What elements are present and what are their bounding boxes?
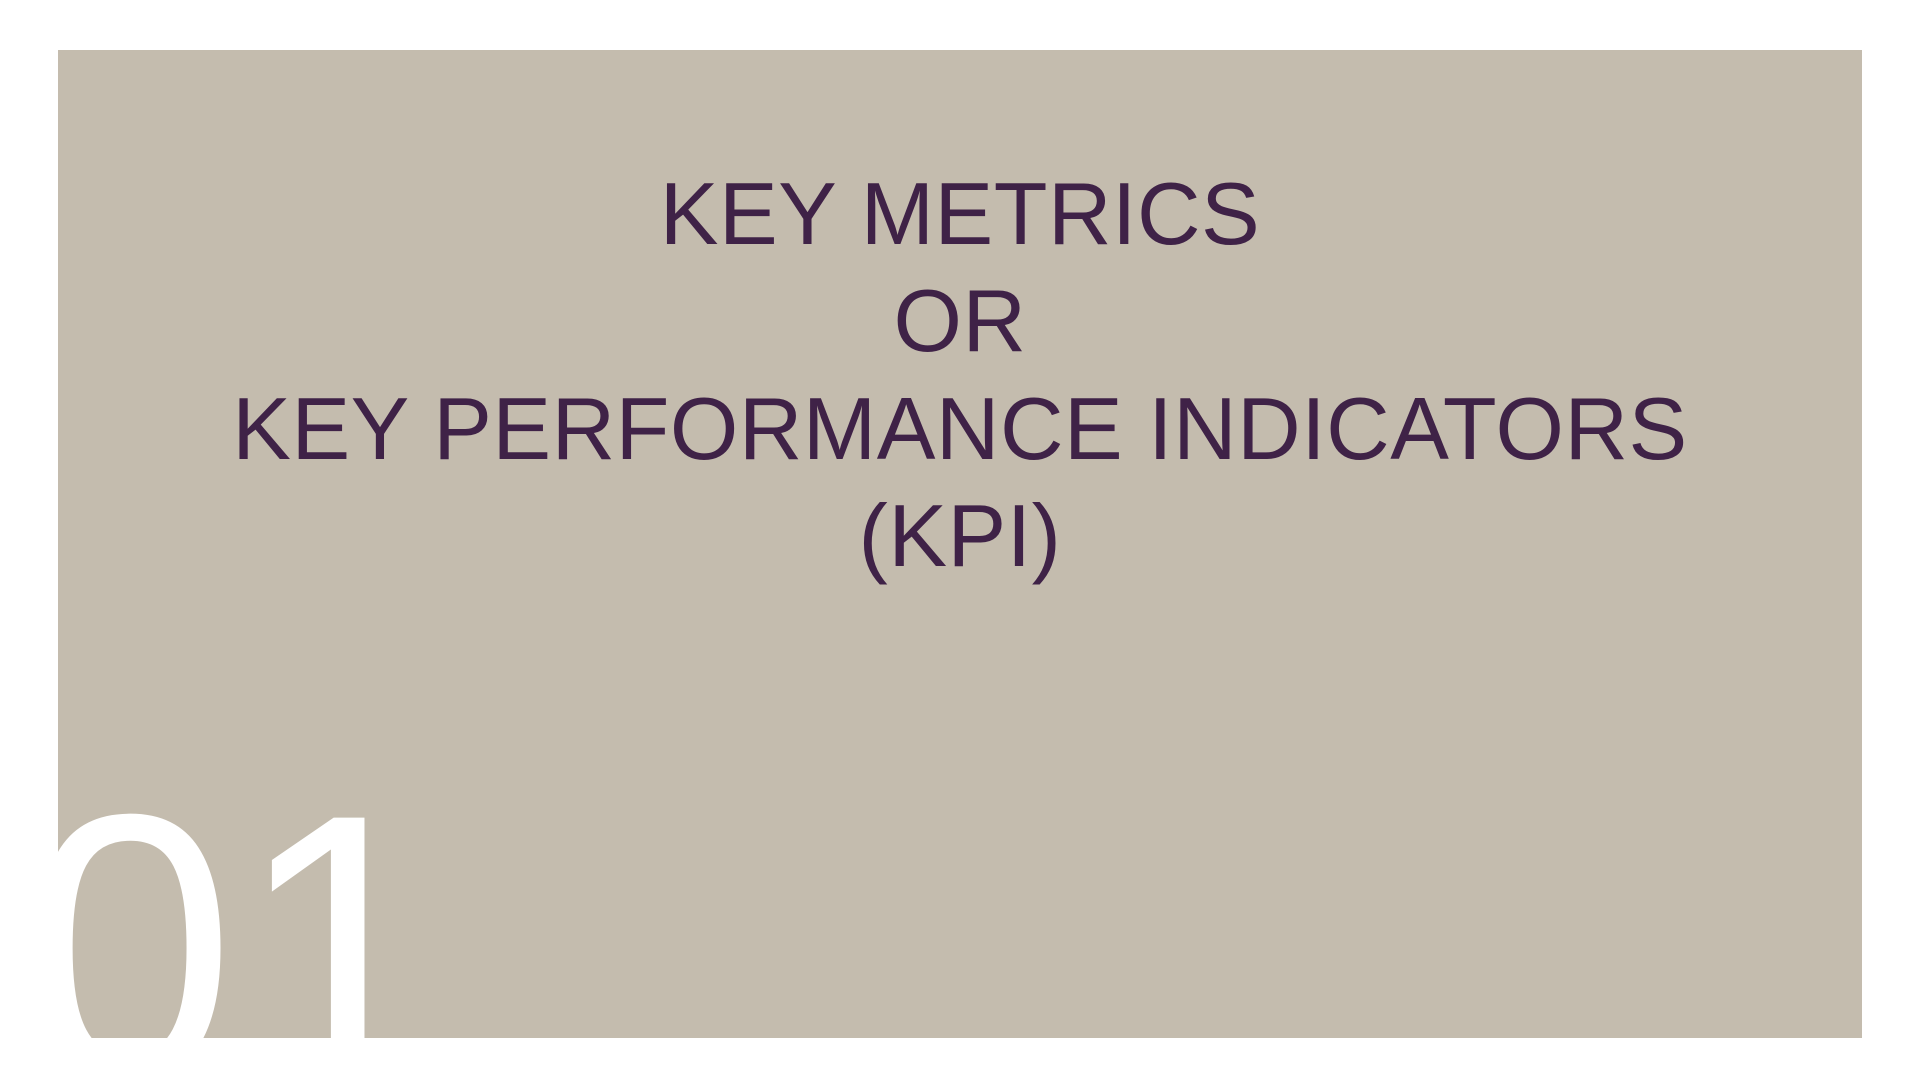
slide-panel: KEY METRICS OR KEY PERFORMANCE INDICATOR… — [58, 50, 1862, 1038]
title-line-4: (KPI) — [58, 482, 1862, 589]
title-line-2: OR — [58, 267, 1862, 374]
slide-title: KEY METRICS OR KEY PERFORMANCE INDICATOR… — [58, 160, 1862, 589]
slide-number: 01 — [58, 758, 447, 1038]
title-line-3: KEY PERFORMANCE INDICATORS — [58, 375, 1862, 482]
title-line-1: KEY METRICS — [58, 160, 1862, 267]
slide-outer: KEY METRICS OR KEY PERFORMANCE INDICATOR… — [0, 0, 1920, 1080]
